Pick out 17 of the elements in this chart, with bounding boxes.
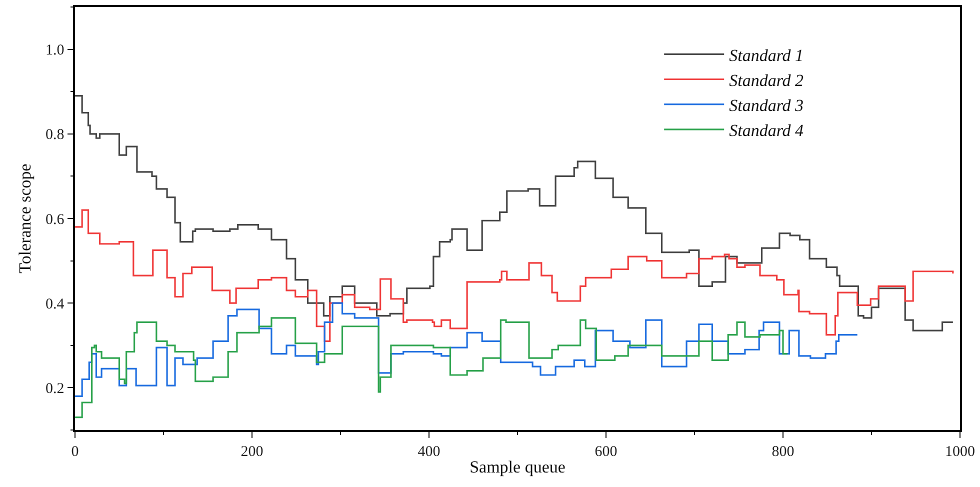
legend-label: Standard 4 bbox=[729, 121, 804, 140]
x-tick-label: 400 bbox=[418, 444, 440, 460]
x-tick-label: 800 bbox=[772, 444, 794, 460]
y-tick-label: 1.0 bbox=[46, 42, 64, 59]
x-axis-title: Sample queue bbox=[470, 458, 566, 477]
x-tick-label: 600 bbox=[594, 444, 618, 460]
y-tick-label: 0.2 bbox=[46, 380, 64, 397]
legend-label: Standard 3 bbox=[729, 96, 804, 115]
y-tick-label: 0.6 bbox=[46, 212, 65, 228]
y-tick-label: 0.4 bbox=[46, 296, 65, 312]
x-tick-label: 1000 bbox=[945, 444, 975, 460]
legend-label: Standard 1 bbox=[729, 46, 804, 65]
y-tick-label: 0.8 bbox=[46, 127, 64, 144]
x-tick-label: 0 bbox=[71, 444, 79, 460]
y-axis-title: Tolerance scope bbox=[16, 164, 35, 274]
legend-label: Standard 2 bbox=[729, 70, 804, 90]
x-tick-label: 200 bbox=[240, 444, 264, 460]
